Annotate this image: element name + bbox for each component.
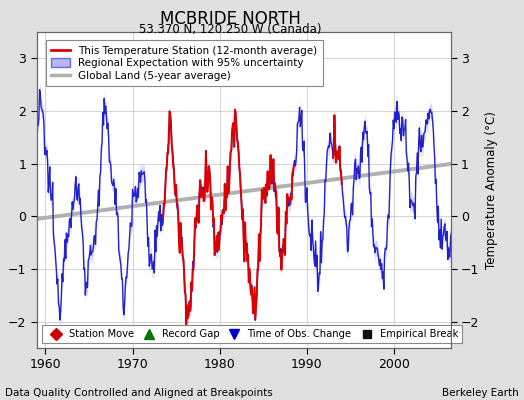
Legend: Station Move, Record Gap, Time of Obs. Change, Empirical Break: Station Move, Record Gap, Time of Obs. C… bbox=[42, 325, 462, 343]
Text: Data Quality Controlled and Aligned at Breakpoints: Data Quality Controlled and Aligned at B… bbox=[5, 388, 273, 398]
Text: MCBRIDE NORTH: MCBRIDE NORTH bbox=[160, 10, 301, 28]
Text: Berkeley Earth: Berkeley Earth bbox=[442, 388, 519, 398]
Text: 53.370 N, 120.250 W (Canada): 53.370 N, 120.250 W (Canada) bbox=[139, 23, 322, 36]
Y-axis label: Temperature Anomaly (°C): Temperature Anomaly (°C) bbox=[485, 111, 498, 269]
